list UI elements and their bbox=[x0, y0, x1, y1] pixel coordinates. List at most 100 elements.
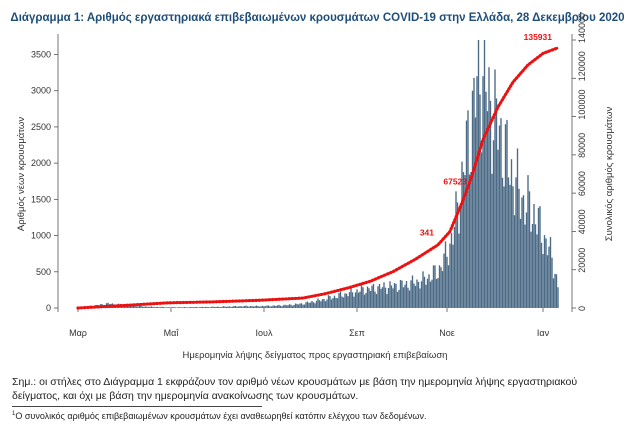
bar bbox=[338, 293, 340, 308]
bar bbox=[272, 305, 274, 308]
bar bbox=[195, 307, 198, 308]
bar bbox=[212, 306, 214, 308]
bar bbox=[288, 304, 291, 308]
bar bbox=[182, 307, 184, 308]
bar bbox=[213, 306, 216, 308]
bar bbox=[357, 292, 360, 308]
bar bbox=[216, 306, 219, 308]
bar bbox=[540, 242, 543, 308]
bar bbox=[335, 297, 337, 308]
y-left-tick-label: 500 bbox=[36, 267, 51, 277]
bar bbox=[204, 306, 207, 308]
x-tick-label: Μαρ bbox=[69, 328, 87, 338]
footnote-mark: 1 bbox=[12, 411, 16, 417]
bar bbox=[426, 278, 429, 308]
bar bbox=[180, 307, 183, 308]
bar bbox=[444, 241, 447, 308]
bar bbox=[423, 276, 426, 308]
bar bbox=[144, 306, 147, 308]
bar bbox=[276, 305, 279, 308]
bar bbox=[206, 306, 208, 308]
bar bbox=[315, 300, 318, 308]
bar bbox=[440, 267, 442, 308]
bar bbox=[363, 294, 366, 308]
bar bbox=[162, 307, 165, 308]
bar bbox=[233, 305, 235, 308]
bar bbox=[167, 307, 169, 308]
line-annotation: 135931 bbox=[524, 32, 553, 42]
bar bbox=[449, 243, 451, 308]
y-axis-left-label: Αριθμός νέων κρουσμάτων bbox=[16, 117, 27, 231]
bar bbox=[158, 307, 160, 308]
chart-title: Διάγραμμα 1: Αριθμός εργαστηριακά επιβεβ… bbox=[10, 12, 625, 24]
bar bbox=[545, 238, 547, 308]
bar bbox=[450, 233, 453, 308]
bar bbox=[552, 278, 555, 308]
chart-svg: 0 500 1000 1500 2000 2500 3000 3500 0 20000 40000 6… bbox=[16, 13, 615, 361]
bar bbox=[425, 284, 427, 308]
bar bbox=[548, 246, 550, 308]
bar bbox=[159, 307, 162, 308]
bar bbox=[306, 301, 309, 308]
bar bbox=[405, 281, 408, 308]
bar bbox=[477, 40, 480, 308]
bar bbox=[341, 296, 343, 308]
bar bbox=[197, 307, 199, 308]
bar bbox=[485, 91, 487, 308]
y-right-tick-label: 80000 bbox=[577, 133, 587, 158]
bar bbox=[222, 306, 225, 308]
bar bbox=[225, 306, 228, 308]
bar bbox=[146, 306, 148, 308]
y-right-tick-label: 20000 bbox=[577, 248, 587, 273]
bar bbox=[183, 307, 186, 308]
bar bbox=[141, 306, 144, 308]
bar bbox=[279, 305, 282, 308]
bar bbox=[257, 306, 259, 308]
bar bbox=[488, 67, 490, 308]
bar bbox=[515, 177, 517, 308]
bar bbox=[542, 254, 544, 308]
y-right-tick-label: 60000 bbox=[577, 171, 587, 196]
bar bbox=[377, 286, 379, 308]
bar bbox=[290, 304, 292, 308]
bar bbox=[389, 281, 391, 308]
bar bbox=[435, 278, 438, 308]
bar bbox=[495, 98, 498, 308]
bar bbox=[500, 118, 502, 308]
bar bbox=[155, 307, 157, 308]
bar bbox=[501, 177, 504, 308]
bar bbox=[291, 305, 294, 308]
bar bbox=[329, 296, 331, 308]
bar bbox=[509, 184, 511, 308]
bar bbox=[387, 288, 390, 308]
bar bbox=[173, 307, 175, 308]
bar bbox=[215, 306, 217, 308]
bar bbox=[188, 307, 190, 308]
bar bbox=[314, 303, 316, 308]
bar bbox=[135, 306, 138, 308]
bar bbox=[273, 305, 276, 308]
bar bbox=[351, 292, 354, 308]
bar bbox=[192, 307, 195, 308]
line-annotation: 67523 bbox=[443, 177, 467, 187]
bar bbox=[417, 281, 420, 308]
bar bbox=[458, 233, 460, 308]
bar bbox=[486, 111, 489, 309]
bar bbox=[527, 175, 529, 308]
y-left-tick-label: 1000 bbox=[31, 231, 51, 241]
bar bbox=[536, 234, 538, 308]
bar bbox=[302, 304, 304, 308]
bar bbox=[210, 306, 213, 308]
bar bbox=[380, 288, 382, 308]
bar bbox=[414, 285, 417, 308]
bar bbox=[401, 280, 403, 308]
bar bbox=[143, 306, 145, 308]
bar bbox=[476, 76, 478, 308]
bar bbox=[218, 306, 220, 308]
bar bbox=[249, 306, 252, 308]
x-axis-label: Ημερομηνία λήψης δείγματος προς εργαστηρ… bbox=[183, 350, 448, 361]
bar bbox=[236, 306, 238, 308]
bar bbox=[518, 188, 520, 308]
y-right-tick-label: 0 bbox=[577, 306, 587, 311]
bar bbox=[503, 186, 505, 308]
